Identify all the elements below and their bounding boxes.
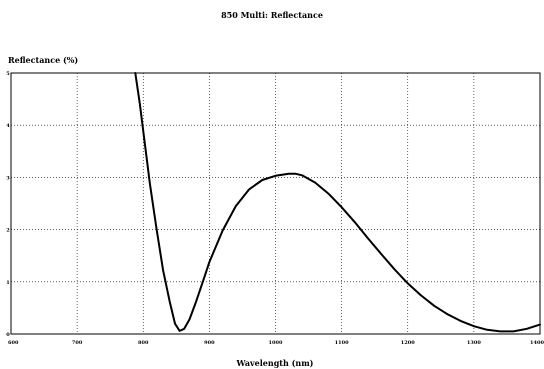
y-tick-label: 0 — [6, 332, 10, 338]
y-tick-label: 1 — [6, 280, 9, 286]
series-layer — [134, 72, 541, 333]
grid-lines — [11, 73, 540, 334]
x-tick-label: 1200 — [401, 340, 415, 346]
x-tick-label: 900 — [204, 340, 215, 346]
x-tick-label: 800 — [138, 340, 149, 346]
y-axis-title: Reflectance (%) — [8, 55, 78, 65]
x-tick-label: 1400 — [530, 340, 544, 346]
y-tick-label: 3 — [6, 175, 10, 181]
x-tick-label: 1100 — [335, 340, 349, 346]
chart-title: 850 Multi: Reflectance — [221, 10, 323, 20]
tick-labels: 600 700 800 900 1000 1100 1200 1300 1400 0 1 2 3 4 5 — [6, 71, 544, 346]
plot-frame — [10, 72, 541, 335]
y-tick-label: 5 — [6, 71, 10, 77]
x-axis-title: Wavelength (nm) — [236, 358, 314, 368]
x-tick-label: 700 — [72, 340, 83, 346]
y-tick-label: 4 — [6, 123, 10, 129]
x-tick-label: 600 — [8, 340, 19, 346]
x-tick-label: 1300 — [467, 340, 481, 346]
series-line-1 — [134, 72, 541, 333]
x-tick-label: 1000 — [269, 340, 283, 346]
y-tick-label: 2 — [6, 228, 10, 234]
